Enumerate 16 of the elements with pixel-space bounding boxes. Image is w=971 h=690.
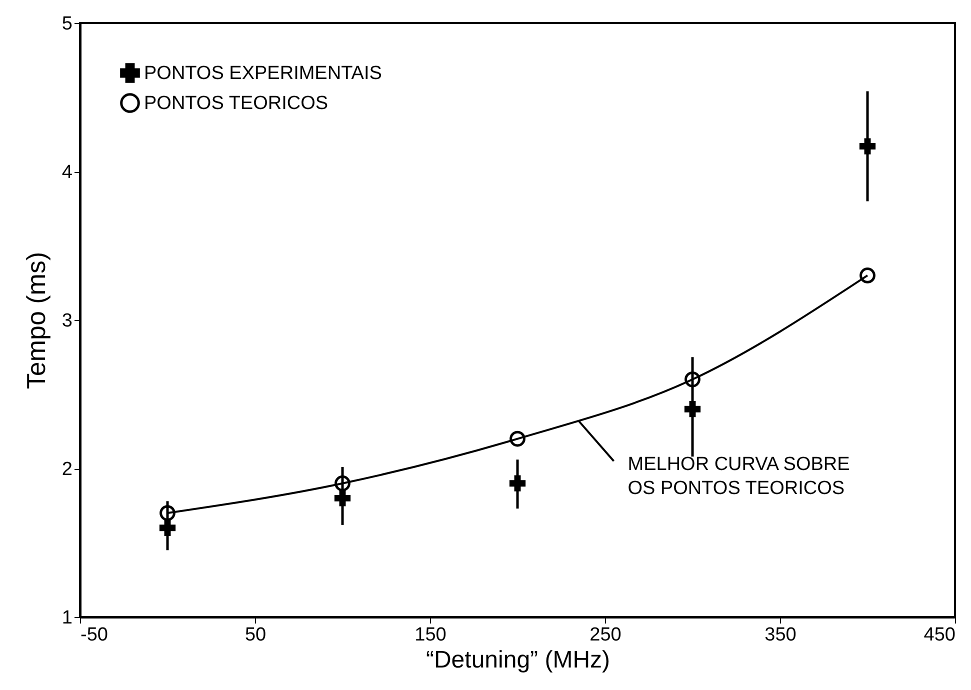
x-tick-label: 150	[414, 624, 446, 646]
x-tick-label: -50	[80, 624, 108, 646]
x-tick-label: 50	[244, 624, 266, 646]
y-tick-label: 5	[62, 14, 72, 34]
y-axis-title: Tempo (ms)	[20, 252, 51, 390]
x-tick-label: 250	[590, 624, 622, 646]
legend-label: PONTOS TEORICOS	[144, 93, 328, 114]
legend-label: PONTOS EXPERIMENTAIS	[144, 63, 382, 84]
y-tick-label: 2	[62, 459, 72, 480]
annotation: MELHOR CURVA SOBRE OS PONTOS TEORICOS	[628, 454, 850, 500]
x-axis-title: “Detuning” (MHz)	[426, 646, 610, 674]
x-tick-label: 450	[924, 624, 956, 646]
y-tick-label: 3	[62, 310, 72, 332]
y-tick-label: 4	[62, 162, 73, 183]
y-tick-label: 1	[62, 608, 72, 628]
x-tick-label: 350	[764, 624, 796, 646]
